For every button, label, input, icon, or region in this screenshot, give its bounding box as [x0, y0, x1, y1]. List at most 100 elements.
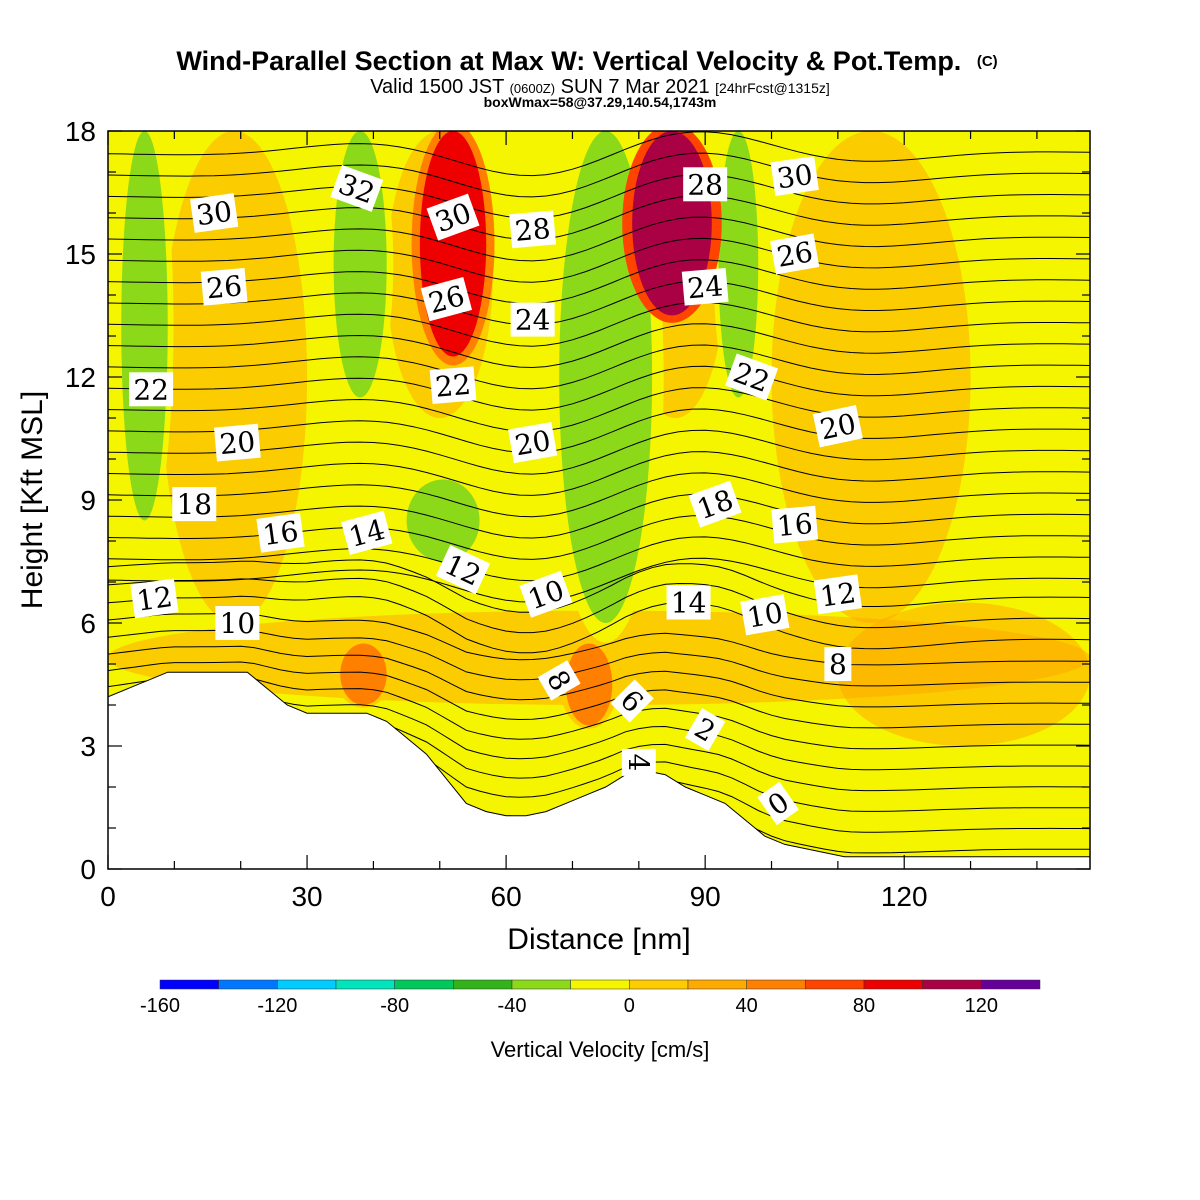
isentrope-label-text: 10	[220, 607, 256, 640]
potential-temperature-contours	[108, 131, 1090, 854]
isentrope-label-box	[519, 570, 573, 618]
isentrope-label-box	[510, 302, 555, 337]
colorbar-swatch	[805, 979, 865, 990]
chart-subtitle-box-wmax: boxWmax=58@37.29,140.54,1743m	[484, 94, 717, 110]
isentrope-label-text: 28	[687, 168, 723, 201]
isentrope-label-box	[757, 781, 799, 826]
isentrope-label-text: 8	[829, 648, 847, 681]
isentrope-label: 16	[256, 512, 305, 553]
isentrope-line	[108, 344, 1090, 390]
isentrope-label: 10	[519, 570, 573, 618]
colorbar-swatch	[277, 979, 337, 990]
isentrope-label: 20	[508, 422, 558, 464]
isentrope-label-text: 20	[512, 424, 553, 463]
isentrope-label-box	[190, 193, 239, 233]
isentrope-line	[108, 173, 1090, 219]
isentrope-label-box	[725, 353, 779, 401]
x-tick-label: 90	[690, 881, 721, 912]
isentrope-label-text: 22	[133, 373, 169, 406]
isentrope-label: 26	[770, 233, 820, 275]
isentrope-label: 28	[509, 210, 557, 249]
isentrope-label-text: 30	[194, 195, 234, 233]
y-tick-label: 0	[80, 854, 96, 885]
isentrope-label-box	[420, 276, 473, 322]
isentrope-line	[108, 557, 1090, 603]
subtitle-zone: (0600Z)	[510, 81, 556, 96]
isentrope-label-box	[429, 366, 477, 405]
subtitle-forecast: [24hrFcst@1315z]	[715, 80, 830, 96]
colorbar-swatch	[335, 979, 395, 990]
isentrope-label-text: 22	[434, 368, 472, 404]
colorbar-swatch	[453, 979, 513, 990]
isentrope-label: 24	[510, 302, 555, 337]
colorbar-tick-label: -160	[140, 995, 180, 1017]
colorbar-tick-label: 40	[736, 995, 758, 1017]
isentrope-label: 8	[824, 647, 852, 681]
y-tick-label: 6	[80, 608, 96, 639]
isentrope-label-box	[770, 233, 820, 275]
isentrope-line	[108, 301, 1090, 347]
isentrope-label: 10	[215, 606, 260, 640]
isentrope-label-text: 26	[205, 269, 243, 305]
isentrope-label-box	[740, 594, 790, 636]
isentrope-label-box	[129, 372, 174, 407]
isentrope-line	[108, 536, 1090, 582]
subtitle-valid: Valid 1500 JST	[370, 76, 509, 98]
isentrope-label: 20	[812, 404, 863, 448]
isentrope-label-box	[330, 164, 384, 212]
isentrope-label: 26	[200, 267, 248, 306]
x-axis-title: Distance [nm]	[507, 923, 690, 956]
y-axis-title: Height [Kft MSL]	[16, 391, 49, 609]
colorbar-swatch	[746, 979, 806, 990]
updraft-core	[419, 131, 487, 357]
isentrope-line	[108, 451, 1090, 496]
isentrope-label-text: 24	[686, 269, 724, 305]
isentrope-line	[108, 259, 1090, 305]
subtitle-date: SUN 7 Mar 2021	[555, 76, 715, 98]
isentrope-label-box	[130, 578, 179, 619]
isentrope-label-box	[172, 487, 217, 522]
colorbar-swatch	[159, 979, 219, 990]
isentrope-line	[108, 216, 1090, 262]
colorbar-tick-label: -40	[498, 995, 527, 1017]
isentrope-label-box	[684, 708, 726, 752]
terrain-profile	[108, 671, 1090, 869]
isentrope-label-text: 10	[745, 596, 786, 635]
isentrope-label-box	[610, 679, 654, 723]
colorbar-swatch	[570, 979, 630, 990]
updraft-core	[565, 643, 613, 726]
isentrope-line	[108, 595, 1090, 654]
isentrope-label: 8	[537, 660, 581, 701]
isentrope-line	[108, 131, 1090, 177]
isentrope-label-box	[200, 267, 248, 306]
isentrope-label-text: 14	[671, 587, 707, 620]
updraft-band	[837, 602, 1090, 746]
colorbar-swatch	[863, 979, 923, 990]
colorbar-title: Vertical Velocity [cm/s]	[491, 1037, 710, 1062]
x-tick-label: 60	[491, 881, 522, 912]
axes: 0 30 60 90 120 0 3 6 9 12 15 18	[65, 116, 1090, 912]
isentrope-line	[108, 387, 1090, 432]
isentrope-label-text: 4	[622, 753, 655, 771]
y-tick-label: 12	[65, 362, 96, 393]
chart-subtitle: Valid 1500 JST (0600Z) SUN 7 Mar 2021 [2…	[370, 76, 830, 98]
isentrope-label-box	[509, 210, 557, 249]
isentrope-label-text: 12	[818, 576, 858, 614]
isentrope-label: 30	[190, 193, 239, 233]
isentrope-label-box	[435, 544, 491, 595]
isentrope-label: 20	[213, 423, 261, 462]
isentrope-label-box	[683, 167, 728, 202]
isentrope-label-box	[215, 606, 260, 640]
downdraft-core	[121, 131, 168, 521]
y-tick-label: 3	[80, 731, 96, 762]
chart-title: Wind-Parallel Section at Max W: Vertical…	[176, 46, 997, 76]
isentrope-label-box	[688, 480, 742, 528]
isentrope-label-box	[824, 647, 852, 681]
isentrope-line	[108, 365, 1090, 411]
isentrope-line	[108, 661, 1090, 729]
isentrope-line	[108, 152, 1090, 198]
isentrope-line	[108, 195, 1090, 241]
x-tick-label: 120	[881, 881, 928, 912]
colorbar-tick-label: 80	[853, 995, 875, 1017]
